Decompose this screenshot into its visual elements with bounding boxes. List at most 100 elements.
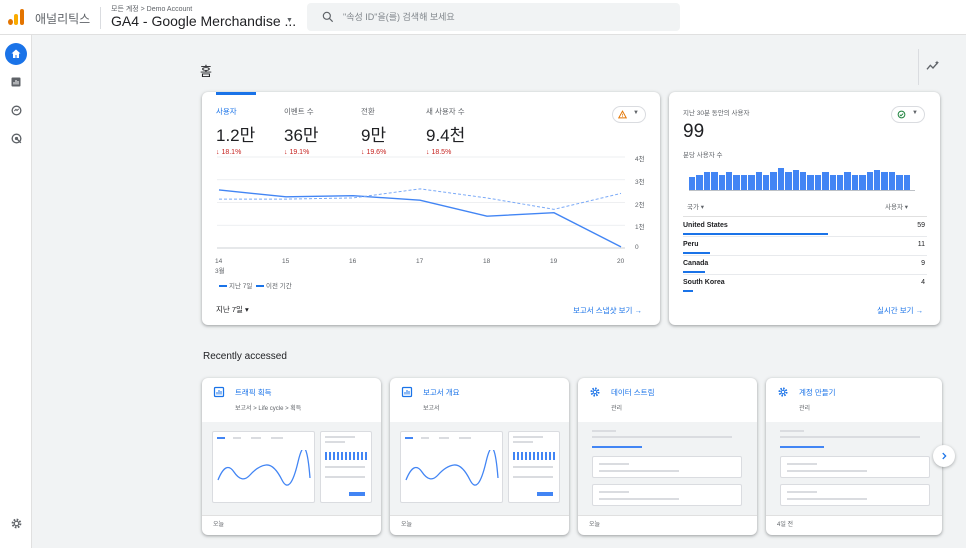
divider: [100, 7, 101, 29]
metric-tab-new-users[interactable]: 새 사용자 수 9.4천 ↓ 18.5%: [426, 106, 465, 156]
recent-card[interactable]: 트래픽 획득 보고서 > Life cycle > 획득 오늘: [202, 378, 381, 535]
minute-bar-chart: [689, 168, 915, 191]
settings-icon: [11, 518, 21, 528]
alert-dropdown[interactable]: ▼: [612, 106, 646, 123]
search-input[interactable]: [343, 7, 663, 27]
thumbnail-bars-panel: [320, 431, 372, 503]
country-share-bar: [683, 271, 706, 273]
side-nav: [0, 35, 32, 548]
recent-card[interactable]: 계정 만들기 관리 4일 전: [766, 378, 942, 535]
nav-explore[interactable]: [5, 99, 27, 121]
explore-icon: [10, 104, 22, 116]
reports-icon: [11, 77, 21, 87]
realtime-value: 99: [683, 121, 705, 142]
legend-current: 지난 7일: [229, 283, 253, 290]
minute-bar: [874, 170, 881, 190]
row-divider: [683, 236, 927, 237]
country-row[interactable]: Peru 11: [683, 237, 927, 256]
bar-baseline: [689, 190, 915, 191]
warning-icon: [618, 110, 627, 119]
realtime-title: 지난 30분 동안의 사용자: [683, 110, 750, 117]
recent-card[interactable]: 보고서 개요 보고서 오늘: [390, 378, 569, 535]
analytics-logo[interactable]: [8, 9, 26, 25]
search-bar[interactable]: [307, 3, 680, 31]
metric-label: 사용자: [216, 107, 237, 116]
line-chart: [217, 156, 625, 249]
metric-tab-conversions[interactable]: 전환 9만 ↓ 19.6%: [361, 106, 386, 156]
recent-card-path: 보고서: [423, 406, 440, 412]
minute-bar: [718, 174, 725, 190]
country-name: Canada: [683, 260, 709, 267]
nav-admin[interactable]: [5, 512, 27, 534]
minute-bar: [859, 174, 866, 190]
legend-previous: 이전 기간: [266, 283, 292, 290]
minute-bar: [792, 170, 799, 190]
report-thumbnail: [390, 422, 569, 515]
thumbnail-line: [405, 450, 499, 486]
metric-value: 9.4천: [426, 126, 466, 145]
minute-bar: [800, 172, 807, 190]
y-tick-label: 4천: [635, 156, 645, 163]
y-tick-label: 2천: [635, 201, 645, 209]
check-circle-icon: [897, 110, 906, 119]
chevron-down-icon[interactable]: ▼: [286, 17, 293, 24]
recent-card-title: 트래픽 획득: [235, 388, 272, 397]
metric-change: ↓ 19.1%: [284, 149, 310, 156]
chevron-right-icon: [942, 452, 947, 460]
country-name: Peru: [683, 241, 699, 248]
metric-tab-users[interactable]: 사용자 1.2만 ↓ 18.1%: [216, 106, 255, 156]
x-tick-label: 15: [282, 258, 290, 265]
app-name: 애널리틱스: [35, 12, 91, 26]
country-users: 4: [921, 279, 925, 286]
date-range-dropdown[interactable]: 지난 7일 ▾: [216, 305, 249, 314]
minute-bar: [814, 174, 822, 190]
home-icon: [11, 49, 21, 58]
legend-swatch-current: [219, 285, 227, 288]
realtime-card: 지난 30분 동안의 사용자 99 ▼ 분당 사용자 수 국가 ▾ 사용자 ▾ …: [669, 92, 940, 325]
settings-icon: [778, 387, 788, 397]
recent-card-title: 계정 만들기: [799, 388, 836, 397]
metric-tab-events[interactable]: 이벤트 수 36만 ↓ 19.1%: [284, 106, 319, 156]
status-dropdown[interactable]: ▼: [891, 106, 925, 123]
recent-card-time: 오늘: [401, 522, 413, 528]
admin-thumbnail: [578, 422, 757, 515]
reports-icon: [401, 386, 413, 398]
metric-value: 9만: [361, 126, 387, 145]
nav-reports[interactable]: [5, 71, 27, 93]
top-bar: 애널리틱스 모든 계정 > Demo Account GA4 - Google …: [0, 0, 966, 35]
carousel-next-button[interactable]: [933, 445, 955, 467]
property-selector[interactable]: GA4 - Google Merchandise ...: [111, 13, 297, 29]
country-users: 9: [921, 260, 925, 267]
minute-bar: [837, 174, 844, 190]
country-users: 11: [917, 241, 925, 248]
minute-bar: [844, 172, 851, 190]
recent-card-time: 오늘: [213, 522, 225, 528]
country-row[interactable]: Canada 9: [683, 256, 927, 275]
country-share-bar: [683, 233, 829, 235]
nav-home[interactable]: [5, 43, 27, 65]
country-column-header[interactable]: 국가 ▾: [687, 204, 705, 211]
country-row[interactable]: South Korea 4: [683, 275, 927, 293]
recent-card[interactable]: 데이터 스트림 관리 오늘: [578, 378, 757, 535]
breadcrumb[interactable]: 모든 계정 > Demo Account: [111, 6, 193, 13]
y-tick-label: 3천: [635, 178, 645, 186]
nav-advertising[interactable]: [5, 127, 27, 149]
metric-change: ↓ 19.6%: [361, 149, 387, 156]
advertising-icon: [10, 132, 22, 144]
users-column-header[interactable]: 사용자 ▾: [885, 204, 909, 211]
legend-swatch-previous: [256, 285, 264, 288]
chevron-down-icon: ▼: [912, 110, 918, 116]
metric-change: ↓ 18.1%: [216, 149, 242, 156]
thumbnail-bars-panel: [508, 431, 560, 503]
country-row[interactable]: United States 59: [683, 218, 927, 237]
y-tick-label: 1천: [635, 224, 645, 232]
insights-icon[interactable]: [925, 58, 941, 74]
search-icon: [322, 11, 334, 23]
view-report-snapshot-link[interactable]: 보고서 스냅샷 보기 →: [573, 306, 642, 315]
view-realtime-link[interactable]: 실시간 보기 →: [877, 306, 924, 315]
reports-icon: [213, 386, 225, 398]
x-tick-label: 20: [617, 258, 625, 265]
admin-thumbnail: [766, 422, 942, 515]
thumbnail-chart-panel: [212, 431, 315, 503]
metric-label: 전환: [361, 107, 375, 116]
